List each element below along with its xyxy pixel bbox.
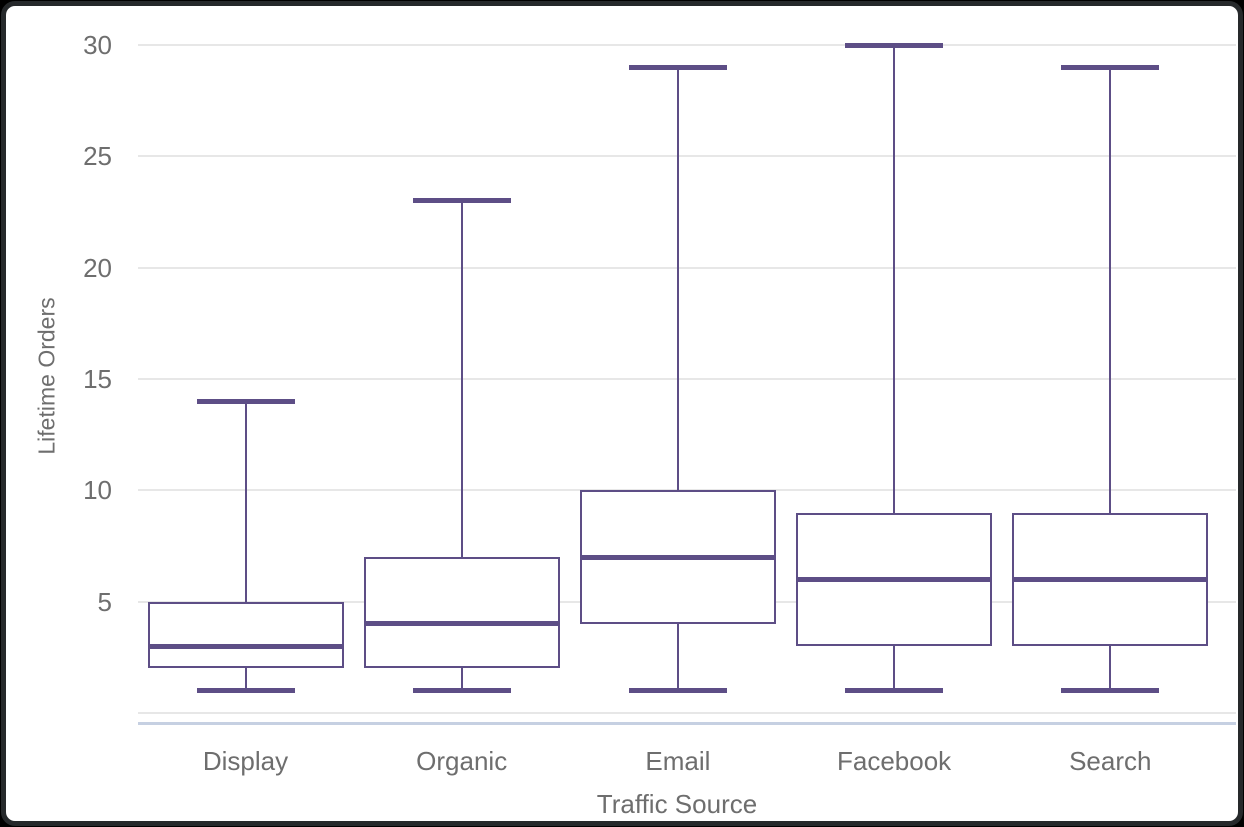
y-tick-label: 10 [83, 475, 112, 506]
x-tick-label-search: Search [1069, 746, 1152, 776]
median-display [147, 643, 344, 649]
y-tick-label: 5 [97, 586, 112, 617]
y-tick-label: 15 [83, 364, 112, 394]
x-tick-label-organic: Organic [416, 746, 508, 776]
whisker-cap-max-display [196, 398, 295, 404]
median-organic [363, 621, 560, 627]
median-email [579, 554, 776, 560]
gridline [138, 155, 1236, 158]
median-facebook [796, 576, 993, 582]
gridline [138, 266, 1236, 269]
y-tick-label: 30 [83, 30, 112, 61]
whisker-lower-email [676, 623, 679, 691]
whisker-cap-min-facebook [845, 688, 944, 694]
x-tick-label-display: Display [202, 746, 289, 776]
whisker-lower-facebook [893, 646, 896, 691]
whisker-cap-min-display [196, 688, 295, 694]
x-axis-line [138, 722, 1236, 725]
whisker-upper-email [676, 67, 679, 491]
whisker-upper-facebook [893, 45, 896, 513]
whisker-cap-min-organic [412, 688, 511, 694]
gridline [138, 378, 1236, 380]
whisker-upper-organic [460, 200, 463, 558]
box-organic [363, 557, 560, 669]
whisker-lower-search [1109, 646, 1112, 691]
box-display [147, 601, 344, 669]
whisker-cap-max-organic [412, 198, 511, 204]
whisker-cap-min-search [1061, 688, 1160, 694]
whisker-cap-max-search [1061, 64, 1160, 70]
gridline [138, 44, 1236, 47]
whisker-lower-display [244, 668, 247, 691]
y-tick-label: 20 [83, 252, 112, 283]
baseline-gridline [138, 712, 1236, 714]
x-tick-label-email: Email [645, 746, 711, 776]
whisker-cap-max-email [628, 64, 727, 70]
whisker-cap-max-facebook [845, 42, 944, 48]
whisker-cap-min-email [628, 688, 727, 694]
x-axis-title: Traffic Source [596, 789, 758, 819]
whisker-upper-display [244, 401, 247, 602]
median-search [1012, 576, 1209, 582]
x-tick-label-facebook: Facebook [837, 746, 952, 776]
whisker-lower-organic [460, 668, 463, 691]
whisker-upper-search [1109, 67, 1112, 513]
y-tick-label: 25 [83, 141, 112, 172]
